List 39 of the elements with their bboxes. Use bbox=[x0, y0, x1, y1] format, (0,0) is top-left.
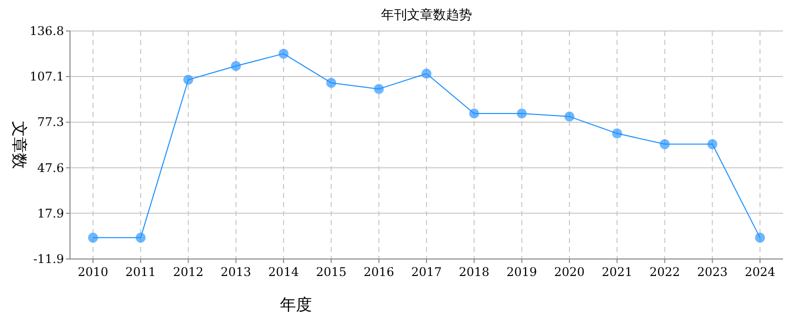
point bbox=[230, 60, 241, 71]
chart-title: 年刊文章数趋势 bbox=[381, 8, 472, 23]
point bbox=[183, 74, 194, 85]
x-tick-label: 2015 bbox=[316, 265, 346, 279]
x-tick-label: 2011 bbox=[125, 265, 156, 279]
point bbox=[422, 68, 432, 79]
point bbox=[612, 128, 622, 138]
point bbox=[660, 139, 670, 150]
y-axis-title: 文章数 bbox=[10, 121, 29, 169]
point bbox=[326, 78, 336, 88]
x-tick-label: 2014 bbox=[268, 265, 300, 279]
x-tick-label: 2019 bbox=[506, 265, 538, 279]
x-tick-label: 2016 bbox=[364, 265, 394, 279]
x-tick-label: 2024 bbox=[744, 265, 776, 279]
x-tick-label: 2012 bbox=[173, 265, 204, 279]
point bbox=[755, 232, 765, 243]
y-tick-label: 77.3 bbox=[37, 115, 64, 130]
point bbox=[707, 139, 718, 150]
point bbox=[88, 232, 98, 243]
x-tick-label: 2023 bbox=[697, 265, 728, 279]
x-tick-label: 2013 bbox=[220, 265, 252, 279]
y-tick-label: 47.6 bbox=[37, 160, 64, 175]
point bbox=[374, 84, 384, 94]
y-tick-label: 136.8 bbox=[30, 24, 64, 38]
y-tick-label: 107.1 bbox=[30, 70, 64, 84]
x-axis-title: 年度 bbox=[280, 295, 312, 314]
point bbox=[278, 48, 289, 59]
point bbox=[136, 232, 146, 243]
x-tick-label: 2018 bbox=[458, 265, 490, 279]
x-tick-label: 2022 bbox=[649, 265, 680, 279]
y-tick-label: -11.9 bbox=[33, 252, 64, 266]
point bbox=[564, 112, 574, 122]
x-tick-label: 2020 bbox=[554, 265, 585, 279]
x-tick-label: 2017 bbox=[411, 265, 442, 279]
point bbox=[469, 108, 480, 118]
x-tick-label: 2021 bbox=[602, 265, 632, 279]
point bbox=[516, 108, 527, 118]
x-tick-label: 2010 bbox=[78, 265, 108, 279]
y-tick-label: 17.9 bbox=[37, 206, 64, 220]
